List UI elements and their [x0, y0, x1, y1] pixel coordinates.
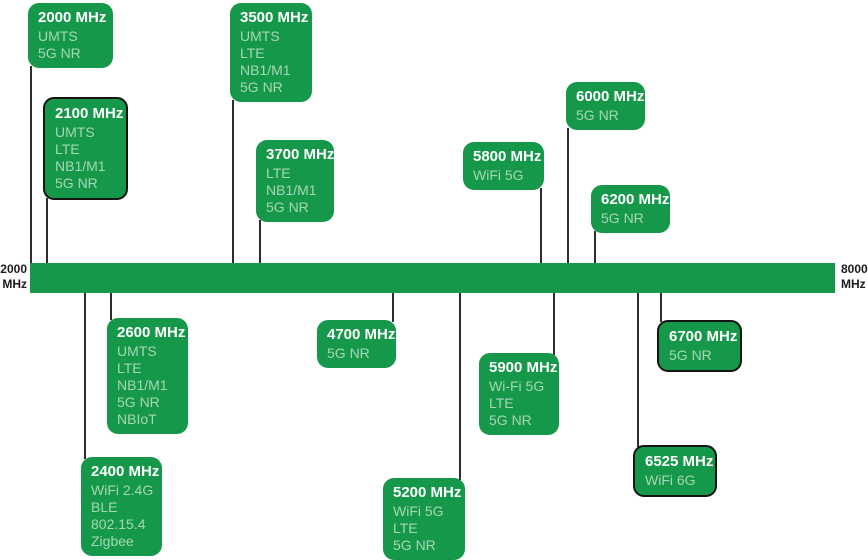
axis-min-value: 2000 [0, 262, 27, 276]
band-frequency-label: 2000 MHz [38, 9, 107, 26]
band-technology: 5G NR [117, 394, 160, 410]
band-technology: WiFi 6G [645, 472, 696, 488]
band-frequency-label: 6700 MHz [669, 328, 738, 345]
connector-line-5900 [553, 293, 555, 355]
band-frequency-label: 2100 MHz [55, 105, 124, 122]
band-frequency-label: 2600 MHz [117, 324, 186, 341]
band-technology: LTE [266, 165, 291, 181]
connector-line-2000 [30, 66, 32, 263]
band-frequency-label: 2400 MHz [91, 463, 160, 480]
band-frequency-label: 6000 MHz [576, 88, 645, 105]
band-box-2100: 2100 MHz UMTS LTE NB1/M1 5G NR [43, 97, 128, 200]
connector-line-5200 [459, 293, 461, 480]
band-box-2600: 2600 MHz UMTS LTE NB1/M1 5G NR NBIoT [107, 318, 188, 434]
band-box-3500: 3500 MHz UMTS LTE NB1/M1 5G NR [230, 3, 312, 102]
connector-line-6525 [637, 293, 639, 447]
band-technology: UMTS [240, 28, 280, 44]
band-technology: 5G NR [669, 347, 712, 363]
band-box-4700: 4700 MHz 5G NR [317, 320, 396, 368]
band-box-5900: 5900 MHz Wi-Fi 5G LTE 5G NR [479, 353, 559, 435]
band-technology: Zigbee [91, 533, 134, 549]
connector-line-2400 [84, 293, 86, 459]
band-technology: WiFi 2.4G [91, 482, 154, 498]
band-frequency-label: 4700 MHz [327, 326, 396, 343]
band-technology: UMTS [38, 28, 78, 44]
connector-line-3500 [232, 100, 234, 263]
band-frequency-label: 3700 MHz [266, 146, 335, 163]
band-frequency-label: 5900 MHz [489, 359, 558, 376]
connector-line-6000 [567, 128, 569, 263]
band-technology: 5G NR [240, 79, 283, 95]
axis-min-label: 2000 MHz [0, 262, 27, 292]
band-technology: WiFi 5G [473, 167, 524, 183]
band-technology: LTE [117, 360, 142, 376]
band-box-2400: 2400 MHz WiFi 2.4G BLE 802.15.4 Zigbee [81, 457, 162, 556]
band-box-6525: 6525 MHz WiFi 6G [633, 445, 717, 497]
band-frequency-label: 3500 MHz [240, 9, 309, 26]
band-box-5200: 5200 MHz WiFi 5G LTE 5G NR [383, 478, 465, 560]
connector-line-2100 [46, 198, 48, 263]
band-technology: NB1/M1 [240, 62, 291, 78]
band-box-5800: 5800 MHz WiFi 5G [463, 142, 544, 190]
band-frequency-label: 5200 MHz [393, 484, 462, 501]
band-technology: LTE [393, 520, 418, 536]
band-box-6200: 6200 MHz 5G NR [591, 185, 670, 233]
band-technology: UMTS [117, 343, 157, 359]
connector-line-2600 [110, 293, 112, 320]
band-box-6700: 6700 MHz 5G NR [657, 320, 742, 372]
band-technology: LTE [55, 141, 80, 157]
band-frequency-label: 6200 MHz [601, 191, 670, 208]
axis-max-unit: MHz [841, 277, 866, 291]
band-technology: 5G NR [601, 210, 644, 226]
band-technology: Wi-Fi 5G [489, 378, 545, 394]
axis-max-label: 8000 MHz [841, 262, 868, 292]
connector-line-6700 [660, 293, 662, 322]
band-technology: NBIoT [117, 411, 157, 427]
band-technology: LTE [489, 395, 514, 411]
band-technology: 802.15.4 [91, 516, 146, 532]
band-technology: NB1/M1 [117, 377, 168, 393]
band-technology: BLE [91, 499, 118, 515]
band-technology: NB1/M1 [266, 182, 317, 198]
band-technology: 5G NR [489, 412, 532, 428]
band-frequency-label: 6525 MHz [645, 453, 714, 470]
axis-max-value: 8000 [841, 262, 868, 276]
connector-line-3700 [259, 220, 261, 263]
band-frequency-label: 5800 MHz [473, 148, 542, 165]
band-box-6000: 6000 MHz 5G NR [566, 82, 645, 130]
band-technology: LTE [240, 45, 265, 61]
band-technology: 5G NR [38, 45, 81, 61]
band-technology: 5G NR [393, 537, 436, 553]
connector-line-4700 [392, 293, 394, 322]
band-technology: UMTS [55, 124, 95, 140]
band-box-3700: 3700 MHz LTE NB1/M1 5G NR [256, 140, 334, 222]
band-technology: WiFi 5G [393, 503, 444, 519]
band-technology: NB1/M1 [55, 158, 106, 174]
band-technology: 5G NR [576, 107, 619, 123]
band-technology: 5G NR [266, 199, 309, 215]
band-technology: 5G NR [55, 175, 98, 191]
frequency-bar [30, 263, 835, 293]
band-box-2000: 2000 MHz UMTS 5G NR [28, 3, 113, 68]
axis-min-unit: MHz [2, 277, 27, 291]
connector-line-5800 [540, 188, 542, 263]
band-technology: 5G NR [327, 345, 370, 361]
connector-line-6200 [594, 231, 596, 263]
